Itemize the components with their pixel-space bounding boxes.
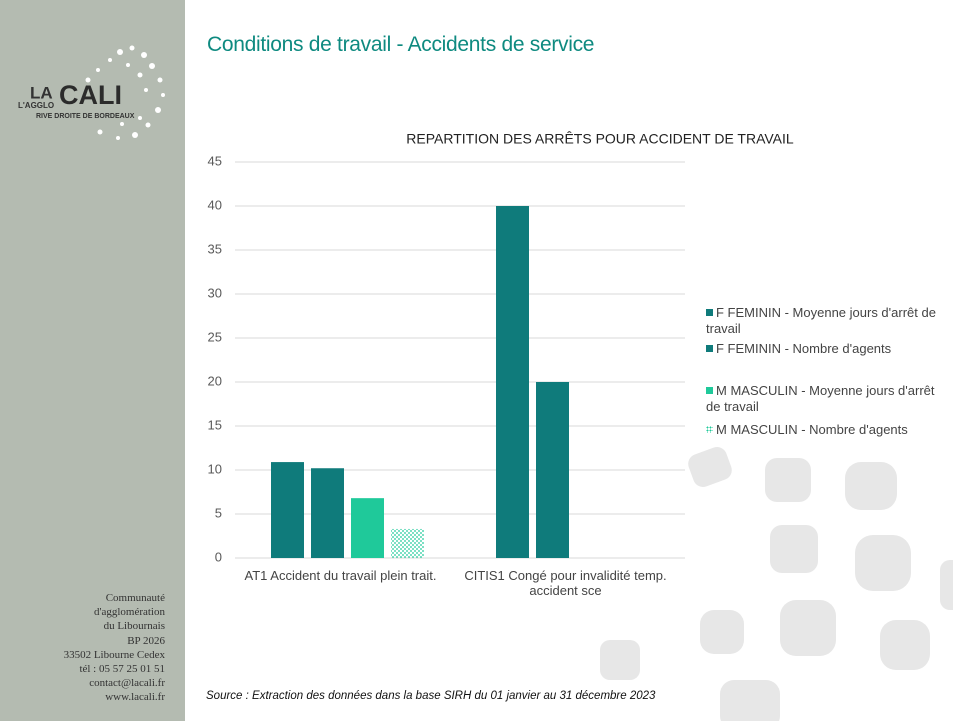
logo-text: RIVE DROITE DE BORDEAUX (36, 113, 135, 120)
legend-label: F FEMININ - Nombre d'agents (716, 341, 892, 356)
contact-line: 33502 Libourne Cedex (63, 648, 165, 661)
logo-text: LA (30, 83, 53, 102)
chart-title: REPARTITION DES ARRÊTS POUR ACCIDENT DE … (406, 131, 794, 147)
contact-line: du Libournais (103, 620, 165, 633)
contact: Communauté d'agglomération du Libournais BP… (64, 591, 165, 705)
bar (311, 468, 344, 558)
sidebar (0, 0, 185, 721)
logo-text: CALI (59, 80, 122, 110)
y-tick-label: 30 (208, 285, 222, 300)
legend-swatch (706, 387, 713, 394)
bar (391, 528, 424, 558)
decoration (600, 447, 953, 721)
contact-line: contact@lacali.fr (89, 677, 165, 690)
y-tick-label: 40 (208, 197, 222, 212)
y-tick-label: 45 (208, 153, 222, 168)
bar (536, 382, 569, 558)
contact-line: www.lacali.fr (105, 691, 165, 704)
y-tick-label: 0 (215, 549, 222, 564)
contact-line: tél : 05 57 25 01 51 (79, 663, 165, 676)
logo: LA CALI L'AGGLO RIVE DROITE DE BORDEAUX (18, 45, 165, 140)
legend-label: M MASCULIN - Moyenne jours d'arrêt de tr… (706, 383, 935, 414)
legend-swatch (706, 426, 713, 433)
legend-entry: F FEMININ - Moyenne jours d'arrêt de tra… (706, 305, 946, 337)
legend-swatch (706, 309, 713, 316)
legend-entry: M MASCULIN - Moyenne jours d'arrêt de tr… (706, 383, 946, 415)
bar (271, 462, 304, 558)
contact-line: d'agglomération (93, 606, 165, 619)
x-tick-label: AT1 Accident du travail plein trait. (244, 568, 437, 583)
legend-label: M MASCULIN - Nombre d'agents (716, 422, 908, 437)
x-tick-label: CITIS1 Congé pour invalidité temp. accid… (464, 568, 667, 598)
bar (496, 206, 529, 558)
contact-line: BP 2026 (127, 634, 165, 647)
legend-entry: F FEMININ - Nombre d'agents (706, 341, 946, 357)
y-tick-label: 25 (208, 329, 222, 344)
slide-title: Conditions de travail - Accidents de ser… (207, 33, 595, 56)
y-tick-label: 20 (208, 373, 222, 388)
legend-label: F FEMININ - Moyenne jours d'arrêt de tra… (706, 305, 936, 336)
source: Source : Extraction des données dans la … (206, 690, 656, 702)
bar (351, 498, 384, 558)
logo-text: L'AGGLO (18, 101, 54, 110)
y-tick-label: 10 (208, 461, 222, 476)
y-tick-label: 5 (215, 505, 222, 520)
contact-line: Communauté (105, 592, 165, 604)
y-tick-label: 15 (208, 417, 222, 432)
legend-entry: M MASCULIN - Nombre d'agents (706, 422, 946, 438)
legend-swatch (706, 345, 713, 352)
y-tick-label: 35 (208, 241, 222, 256)
